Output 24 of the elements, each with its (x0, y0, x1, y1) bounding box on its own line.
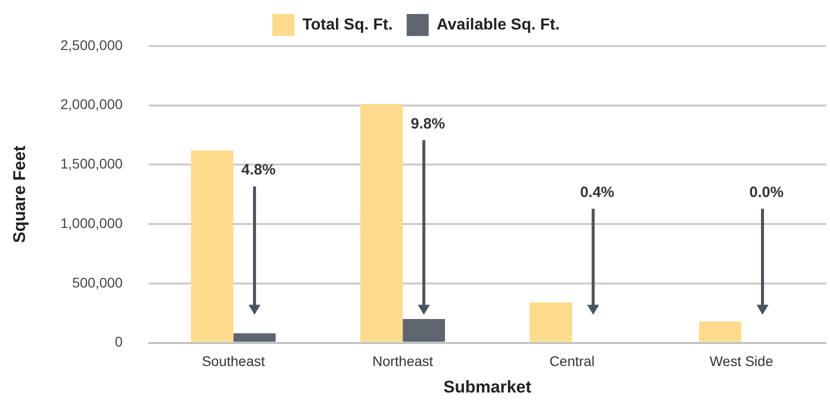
y-tick-label: 2,500,000 (60, 36, 123, 53)
bar (402, 319, 446, 342)
bar (530, 302, 572, 342)
annotation: 0.4% (580, 184, 614, 201)
y-tick-label: 1,500,000 (60, 156, 123, 172)
y-tick-label: 500,000 (72, 274, 123, 290)
x-tick-label: Northeast (372, 353, 434, 370)
annotation: 9.8% (410, 115, 445, 132)
y-tick-label: 1,000,000 (60, 214, 123, 231)
y-axis-title: Square Feet (10, 145, 29, 244)
bar (360, 104, 403, 342)
x-tick-label: Central (549, 353, 595, 370)
legend-label: Total Sq. Ft. (302, 16, 393, 34)
legend-label: Available Sq. Ft. (436, 16, 560, 34)
y-tick-label: 2,000,000 (60, 96, 123, 112)
bar (191, 150, 234, 342)
y-tick-label: 0 (114, 334, 123, 350)
x-axis-title: Submarket (443, 377, 532, 396)
x-tick-label: Southeast (202, 353, 265, 370)
annotation: 0.0% (749, 184, 784, 201)
bar (699, 321, 742, 342)
annotation: 4.8% (241, 162, 276, 179)
bar (233, 333, 276, 342)
x-tick-label: West Side (710, 353, 774, 370)
